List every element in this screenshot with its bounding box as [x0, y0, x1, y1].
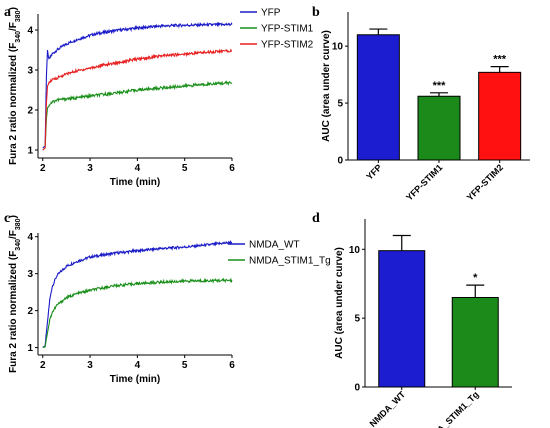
- y-tick-label: 3: [27, 269, 33, 280]
- x-tick-label: 4: [135, 163, 141, 174]
- panel-label-d: d: [312, 211, 320, 226]
- y-axis-title: AUC (area under curve): [334, 247, 345, 359]
- y-tick-label: 2: [27, 106, 33, 117]
- panel-d-bar-chart: 0 5 10 AUC (area under curve) NMDA_WT NMDA_ST…: [334, 219, 512, 428]
- y-tick-label: 4: [27, 26, 33, 37]
- x-tick-label: 2: [40, 163, 46, 174]
- y-axis-title: Fura 2 ratio normalized (F340/F380): [8, 7, 22, 165]
- series-line-yfp-stim2: [42, 48, 233, 151]
- y-tick-label: 4: [27, 232, 33, 243]
- y-axis-title-text: ): [8, 7, 19, 10]
- y-tick-label: 10: [349, 245, 361, 256]
- x-tick-label: 5: [182, 163, 188, 174]
- panel-label-a: a: [4, 5, 11, 20]
- y-axis-title-subscript: 340: [15, 31, 22, 43]
- x-tick-label: 6: [229, 163, 235, 174]
- x-tick-label: 3: [87, 360, 93, 371]
- significance-label: ***: [433, 80, 447, 92]
- legend-label: YFP: [261, 8, 281, 19]
- x-tick-label: 5: [182, 360, 188, 371]
- y-axis-title: Fura 2 ratio normalized (F340/F380): [8, 215, 22, 373]
- y-axis-title-subscript: 380: [15, 218, 22, 230]
- y-tick-label: 0: [337, 156, 343, 167]
- x-axis-title: Time (min): [110, 177, 160, 188]
- y-tick-label: 0: [354, 383, 360, 394]
- y-axis-title-subscript: 380: [15, 10, 22, 22]
- x-axis-title: Time (min): [110, 374, 160, 385]
- y-tick-label: 1: [27, 146, 33, 157]
- series-line-nmda-stim1-tg: [42, 277, 233, 349]
- y-tick-label: 1: [27, 343, 33, 354]
- category-label: YFP-STIM1: [404, 162, 444, 202]
- x-tick-label: 2: [40, 360, 46, 371]
- y-axis-title-text: ): [8, 215, 19, 218]
- category-label: NMDA_WT: [368, 389, 408, 428]
- y-axis-title-text: /F: [8, 22, 19, 31]
- bar-nmda-stim1-tg: [451, 296, 499, 388]
- significance-label: *: [473, 272, 478, 284]
- bar-nmda-wt: [378, 250, 426, 388]
- bar-yfp-stim1: [417, 95, 461, 161]
- bar-yfp-stim2: [478, 71, 522, 161]
- category-label: YFP: [364, 162, 383, 181]
- y-axis-title-subscript: 340: [15, 239, 22, 251]
- x-tick-label: 3: [87, 163, 93, 174]
- x-tick-label: 6: [229, 360, 235, 371]
- category-label: YFP-STIM2: [465, 162, 505, 202]
- y-tick-label: 3: [27, 66, 33, 77]
- y-tick-label: 2: [27, 306, 33, 317]
- legend-label: YFP-STIM2: [261, 40, 314, 51]
- y-axis-title-text: Fura 2 ratio normalized (F: [8, 251, 19, 373]
- y-tick-label: 5: [354, 314, 360, 325]
- panel-label-b: b: [312, 5, 320, 20]
- bar-yfp: [356, 34, 400, 161]
- category-label: NMDA_STIM1_Tg: [421, 389, 481, 428]
- y-tick-label: 10: [332, 42, 344, 53]
- legend-label: NMDA_STIM1_Tg: [249, 256, 331, 267]
- legend-label: NMDA_WT: [249, 240, 300, 251]
- series-line-yfp-stim1: [42, 80, 233, 151]
- x-tick-label: 4: [135, 360, 141, 371]
- series-line-nmda-wt: [42, 239, 233, 349]
- series-line-yfp: [42, 21, 233, 149]
- panel-label-c: c: [4, 211, 10, 226]
- legend-label: YFP-STIM1: [261, 24, 314, 35]
- significance-label: ***: [493, 54, 507, 66]
- y-tick-label: 5: [337, 99, 343, 110]
- y-axis-title: AUC (area under curve): [321, 30, 332, 142]
- y-axis-title-text: Fura 2 ratio normalized (F: [8, 43, 19, 165]
- y-axis-title-text: /F: [8, 230, 19, 239]
